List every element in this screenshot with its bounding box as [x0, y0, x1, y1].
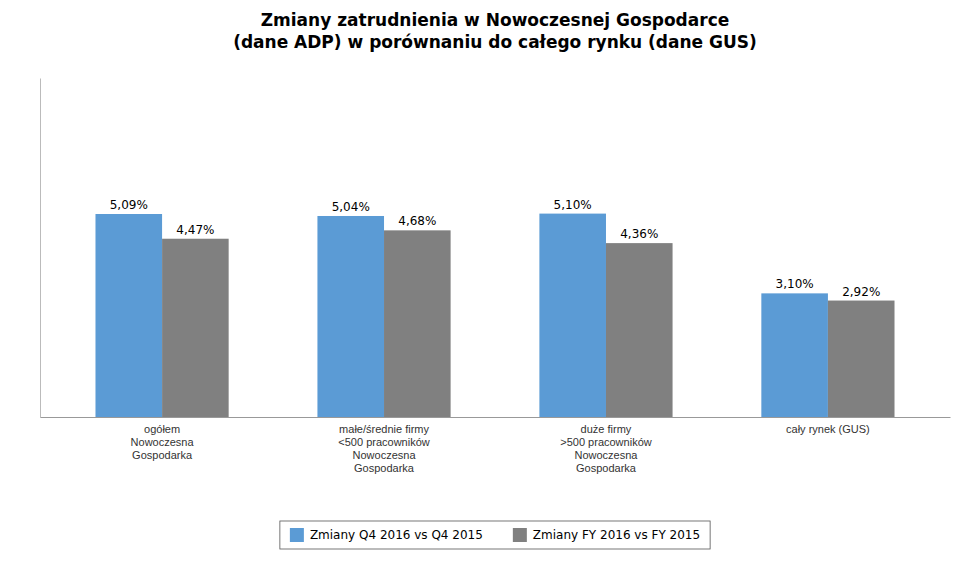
x-tick-label-line: Gospodarka — [354, 462, 415, 474]
x-tick-label-line: Nowoczesna — [353, 449, 417, 461]
data-label: 5,10% — [554, 198, 592, 212]
x-tick: duże firmy>500 pracownikówNowoczesnaGosp… — [560, 423, 651, 475]
x-axis-line — [41, 417, 951, 418]
data-label: 5,09% — [110, 198, 148, 212]
x-tick-label-line: Gospodarka — [576, 462, 637, 474]
bar — [606, 243, 673, 417]
plot: 5,09% 5,04% 5,10% 3,10% 4,47% 4,68% 4,36% 2,92%… — [41, 79, 951, 475]
x-tick-label-line: małe/średnie firmy — [339, 423, 429, 435]
x-tick-label-line: >500 pracowników — [560, 436, 651, 448]
x-tick-label: małe/średnie firmy<500 pracownikówNowocz… — [338, 423, 429, 475]
y-axis — [40, 79, 41, 418]
x-tick-label: ogółemNowoczesnaGospodarka — [131, 423, 195, 461]
x-tick: cały rynek (GUS) — [786, 423, 870, 435]
bar — [95, 214, 162, 417]
data-label: 3,10% — [776, 277, 814, 291]
bar — [539, 214, 606, 417]
x-tick: małe/średnie firmy<500 pracownikówNowocz… — [338, 423, 429, 475]
title: Zmiany zatrudnienia w Nowoczesnej Gospod… — [233, 10, 757, 52]
x-tick-label-line: Gospodarka — [132, 449, 193, 461]
data-label: 5,04% — [332, 200, 370, 214]
legend-frame — [280, 521, 710, 549]
bar — [384, 230, 451, 417]
bar — [828, 301, 895, 417]
legend-label: Zmiany FY 2016 vs FY 2015 — [533, 528, 700, 542]
x-tick-label-line: duże firmy — [581, 423, 632, 435]
x-tick-label-line: Nowoczesna — [574, 449, 638, 461]
data-label: 2,92% — [842, 285, 880, 299]
title-line: (dane ADP) w porównaniu do całego rynku … — [233, 32, 757, 52]
bar — [317, 216, 384, 417]
bar — [761, 293, 828, 417]
x-tick: ogółemNowoczesnaGospodarka — [131, 423, 195, 461]
bars — [95, 214, 894, 417]
x-tick-label-line: Nowoczesna — [131, 436, 195, 448]
x-tick-label-line: cały rynek (GUS) — [786, 423, 870, 435]
legend-swatch — [290, 528, 304, 542]
data-label: 4,36% — [620, 227, 658, 241]
legend-label: Zmiany Q4 2016 vs Q4 2015 — [310, 528, 483, 542]
x-tick-label-line: ogółem — [144, 423, 180, 435]
data-label: 4,47% — [176, 223, 214, 237]
legend-swatch — [513, 528, 527, 542]
chart: Zmiany zatrudnienia w Nowoczesnej Gospod… — [0, 0, 980, 567]
series — [95, 214, 827, 417]
x-axis: ogółemNowoczesnaGospodarkamałe/średnie f… — [41, 418, 951, 475]
bar — [162, 239, 229, 417]
legend: Zmiany Q4 2016 vs Q4 2015 Zmiany FY 2016 … — [280, 521, 710, 549]
x-tick-label: duże firmy>500 pracownikówNowoczesnaGosp… — [560, 423, 651, 475]
title-line: Zmiany zatrudnienia w Nowoczesnej Gospod… — [261, 10, 730, 30]
data-label: 4,68% — [398, 214, 436, 228]
data-labels: 5,09% 5,04% 5,10% 3,10% 4,47% 4,68% 4,36% 2,92% — [110, 198, 881, 299]
x-tick-label: cały rynek (GUS) — [786, 423, 870, 435]
x-tick-label-line: <500 pracowników — [338, 436, 429, 448]
series — [162, 230, 894, 417]
y-axis-line — [40, 79, 41, 418]
